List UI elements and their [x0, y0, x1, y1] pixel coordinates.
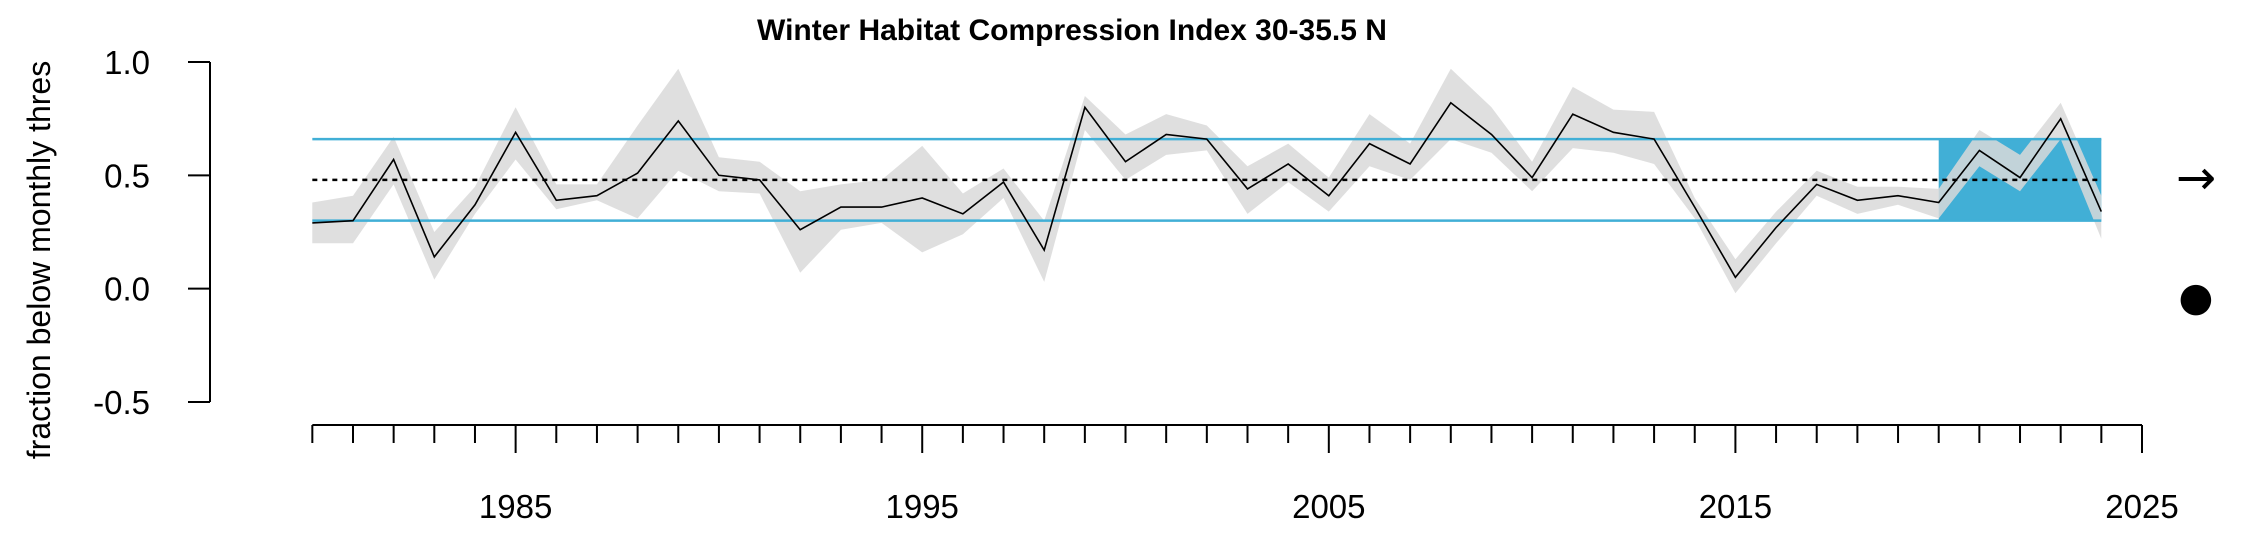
y-tick-label: -0.5 — [93, 384, 150, 421]
x-tick-label: 1995 — [886, 488, 959, 525]
x-tick-label: 1985 — [479, 488, 552, 525]
y-tick-label: 1.0 — [104, 44, 150, 81]
y-axis-label: fraction below monthly thres — [21, 61, 57, 459]
chart-title: Winter Habitat Compression Index 30-35.5… — [757, 14, 1387, 47]
x-tick-label: 2005 — [1292, 488, 1365, 525]
trend-arrow-icon: → — [2176, 150, 2216, 206]
uncertainty-band — [312, 68, 2102, 294]
y-tick-label: 0.0 — [104, 271, 150, 308]
y-tick-label: 0.5 — [104, 157, 150, 194]
series-line — [312, 101, 2103, 279]
status-dot-icon: ● — [2179, 275, 2214, 321]
x-tick-label: 2015 — [1699, 488, 1772, 525]
x-tick-label: 2025 — [2105, 488, 2178, 525]
plot-area: 1.0 0.5 0.0 -0.5 1985 1995 2005 2015 2025 → ● — [93, 44, 2216, 525]
